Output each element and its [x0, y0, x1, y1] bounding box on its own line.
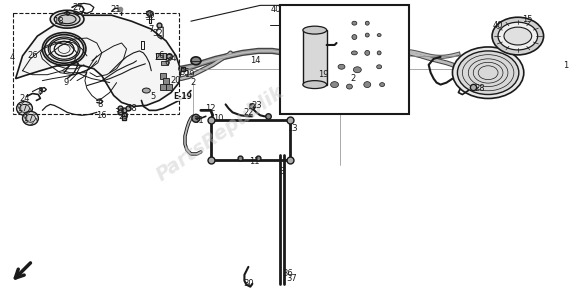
Bar: [156, 53, 166, 59]
Ellipse shape: [331, 82, 339, 88]
Text: 18: 18: [53, 17, 64, 26]
Ellipse shape: [315, 63, 325, 71]
Text: 36: 36: [283, 269, 294, 278]
Text: 30: 30: [243, 279, 254, 288]
Text: 20: 20: [171, 76, 181, 85]
Text: 8: 8: [38, 87, 43, 96]
Ellipse shape: [365, 50, 370, 55]
Text: 7: 7: [149, 25, 154, 34]
Text: 39: 39: [144, 11, 155, 20]
Bar: [280, 5, 409, 114]
Ellipse shape: [377, 51, 381, 55]
Ellipse shape: [351, 51, 357, 55]
Ellipse shape: [353, 67, 361, 73]
Ellipse shape: [364, 82, 370, 88]
Ellipse shape: [504, 27, 532, 45]
Bar: [166, 83, 172, 90]
Text: 40: 40: [493, 21, 503, 30]
Text: 27: 27: [73, 3, 83, 12]
Text: 8: 8: [97, 100, 102, 109]
Text: 19: 19: [184, 70, 194, 79]
Ellipse shape: [453, 47, 524, 99]
Text: 6: 6: [158, 52, 164, 60]
Ellipse shape: [498, 22, 538, 50]
Text: 37: 37: [287, 274, 297, 283]
Ellipse shape: [191, 57, 201, 65]
Text: 16: 16: [97, 111, 107, 120]
Text: 33: 33: [114, 108, 125, 117]
Ellipse shape: [457, 51, 519, 94]
Ellipse shape: [352, 35, 357, 40]
Text: 31: 31: [194, 116, 204, 125]
Ellipse shape: [50, 10, 84, 28]
Text: 38: 38: [126, 104, 137, 113]
Ellipse shape: [380, 83, 384, 87]
Ellipse shape: [377, 33, 381, 36]
Ellipse shape: [303, 81, 327, 89]
Ellipse shape: [377, 65, 381, 69]
Text: 11: 11: [249, 157, 260, 166]
Text: 22: 22: [243, 108, 254, 117]
Text: 14: 14: [250, 56, 261, 65]
Text: 9: 9: [64, 78, 69, 87]
Bar: [13, 13, 179, 114]
Text: 12: 12: [206, 104, 216, 113]
Text: 28: 28: [475, 84, 486, 93]
Text: 34: 34: [166, 54, 176, 63]
Text: 15: 15: [523, 15, 533, 24]
Text: E-19: E-19: [173, 92, 192, 101]
Text: 17: 17: [23, 114, 34, 123]
Ellipse shape: [365, 21, 369, 25]
Bar: [160, 83, 166, 90]
Text: 32: 32: [152, 29, 162, 38]
Text: 10: 10: [213, 114, 224, 123]
Ellipse shape: [25, 114, 35, 122]
Text: 21: 21: [110, 5, 121, 14]
Ellipse shape: [352, 21, 357, 25]
Text: 26: 26: [27, 52, 38, 60]
Ellipse shape: [303, 26, 327, 34]
Text: 24: 24: [19, 94, 29, 103]
Text: 29: 29: [118, 112, 129, 121]
Text: 1: 1: [563, 61, 568, 70]
Polygon shape: [16, 15, 181, 106]
Text: 19: 19: [318, 70, 329, 79]
Ellipse shape: [365, 33, 369, 37]
Text: 13: 13: [287, 124, 297, 133]
Ellipse shape: [17, 102, 32, 115]
Text: 35: 35: [180, 68, 190, 77]
Text: 5: 5: [151, 92, 156, 101]
Ellipse shape: [492, 17, 543, 55]
Ellipse shape: [54, 13, 80, 26]
Text: 2: 2: [351, 74, 356, 83]
Ellipse shape: [192, 114, 200, 122]
Bar: [161, 61, 168, 65]
Text: 3: 3: [279, 167, 285, 176]
Text: 17: 17: [17, 104, 28, 113]
Ellipse shape: [23, 111, 38, 125]
Bar: [303, 30, 327, 85]
Text: 25: 25: [154, 53, 165, 62]
Ellipse shape: [142, 88, 150, 93]
Bar: [160, 73, 166, 79]
Text: PartsRepublik: PartsRepublik: [153, 82, 288, 185]
Text: 40: 40: [271, 5, 281, 14]
Ellipse shape: [346, 84, 353, 89]
Ellipse shape: [338, 64, 345, 69]
Ellipse shape: [20, 104, 29, 112]
Text: 4: 4: [10, 53, 15, 62]
Text: 23: 23: [251, 101, 262, 110]
Bar: [163, 78, 169, 83]
Text: 2: 2: [190, 78, 195, 87]
Text: 6: 6: [165, 58, 170, 67]
Ellipse shape: [58, 15, 76, 24]
